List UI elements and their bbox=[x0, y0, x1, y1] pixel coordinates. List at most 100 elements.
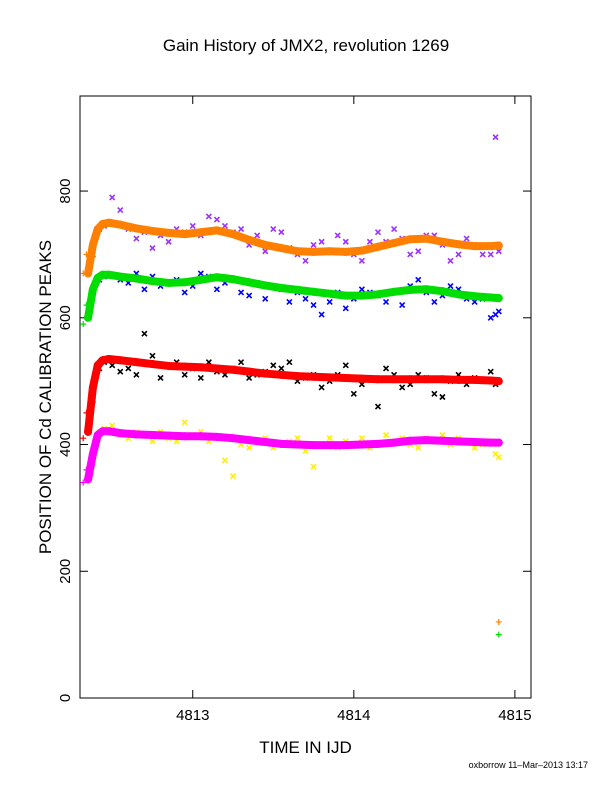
data-point bbox=[180, 230, 189, 239]
data-point bbox=[455, 251, 462, 258]
data-point bbox=[238, 226, 245, 233]
x-tick-label: 4813 bbox=[176, 707, 209, 724]
data-point bbox=[495, 308, 502, 315]
data-point bbox=[98, 356, 107, 365]
data-point bbox=[373, 375, 382, 384]
data-point bbox=[447, 257, 454, 264]
data-point bbox=[117, 368, 124, 375]
data-point bbox=[213, 286, 220, 293]
data-point bbox=[406, 285, 415, 294]
series-11 bbox=[80, 466, 90, 486]
data-point bbox=[309, 372, 318, 381]
data-point bbox=[229, 230, 238, 239]
data-point bbox=[406, 436, 415, 445]
data-point bbox=[83, 302, 90, 309]
data-point bbox=[262, 248, 269, 255]
data-point bbox=[487, 251, 494, 258]
data-point bbox=[104, 354, 113, 363]
data-point bbox=[294, 435, 301, 442]
data-point bbox=[318, 238, 325, 245]
data-point bbox=[399, 302, 406, 309]
data-point bbox=[391, 226, 398, 233]
data-point bbox=[325, 373, 334, 382]
data-point bbox=[341, 373, 350, 382]
data-point bbox=[415, 276, 422, 283]
data-point bbox=[238, 359, 245, 366]
data-point bbox=[277, 244, 286, 253]
data-point bbox=[80, 479, 87, 486]
y-tick-label: 800 bbox=[57, 179, 74, 204]
series-10 bbox=[80, 409, 90, 442]
data-point bbox=[278, 365, 285, 372]
data-point bbox=[326, 435, 333, 442]
fit-curve bbox=[84, 427, 503, 484]
series-9 bbox=[80, 302, 502, 638]
data-point bbox=[133, 371, 140, 378]
data-point bbox=[358, 286, 365, 293]
data-point bbox=[341, 247, 350, 256]
data-point bbox=[286, 298, 293, 306]
data-point bbox=[431, 298, 438, 306]
data-point bbox=[221, 222, 229, 229]
data-point bbox=[197, 270, 204, 277]
data-point bbox=[88, 450, 97, 459]
data-point bbox=[164, 228, 173, 237]
data-point bbox=[93, 225, 102, 234]
data-point bbox=[382, 365, 390, 372]
data-point bbox=[325, 441, 334, 450]
data-point bbox=[350, 390, 357, 397]
data-point bbox=[293, 440, 302, 449]
data-point bbox=[318, 384, 325, 391]
data-point bbox=[341, 441, 350, 450]
data-point bbox=[479, 251, 486, 258]
data-point bbox=[494, 294, 503, 303]
data-point bbox=[431, 390, 438, 397]
data-point bbox=[422, 285, 431, 294]
data-point bbox=[495, 454, 502, 461]
data-point bbox=[213, 216, 220, 223]
data-point bbox=[495, 618, 502, 625]
data-point bbox=[494, 241, 503, 250]
data-point bbox=[84, 313, 93, 322]
data-point bbox=[80, 435, 87, 442]
data-point bbox=[180, 278, 189, 287]
data-point bbox=[98, 220, 107, 229]
chart-title: Gain History of JMX2, revolution 1269 bbox=[162, 36, 450, 55]
data-point bbox=[341, 291, 350, 300]
y-tick-label: 400 bbox=[57, 432, 74, 457]
data-point bbox=[342, 362, 349, 369]
data-point bbox=[422, 375, 431, 384]
series-6 bbox=[84, 354, 503, 436]
data-point bbox=[293, 372, 302, 381]
data-point bbox=[261, 437, 270, 446]
data-point bbox=[374, 229, 382, 236]
data-point bbox=[245, 436, 254, 445]
data-point bbox=[141, 330, 148, 337]
data-point bbox=[454, 375, 463, 384]
data-point bbox=[309, 287, 318, 296]
data-point bbox=[438, 375, 447, 384]
data-point bbox=[415, 444, 422, 451]
data-point bbox=[494, 377, 503, 386]
data-point bbox=[196, 228, 205, 237]
data-point bbox=[116, 220, 125, 229]
data-point bbox=[463, 235, 470, 242]
x-tick-label: 4814 bbox=[337, 707, 370, 724]
data-point bbox=[358, 257, 365, 264]
data-point bbox=[132, 224, 141, 233]
data-point bbox=[98, 427, 107, 436]
data-point bbox=[310, 241, 317, 248]
data-point bbox=[196, 275, 205, 284]
data-point bbox=[454, 240, 463, 249]
series-3 bbox=[89, 419, 502, 480]
data-point bbox=[495, 631, 502, 638]
data-point bbox=[149, 352, 156, 359]
data-point bbox=[104, 218, 113, 227]
data-point bbox=[83, 466, 90, 473]
data-point bbox=[470, 242, 479, 251]
data-point bbox=[406, 375, 415, 384]
data-point bbox=[196, 432, 205, 441]
data-point bbox=[270, 226, 277, 233]
data-point bbox=[278, 229, 285, 236]
